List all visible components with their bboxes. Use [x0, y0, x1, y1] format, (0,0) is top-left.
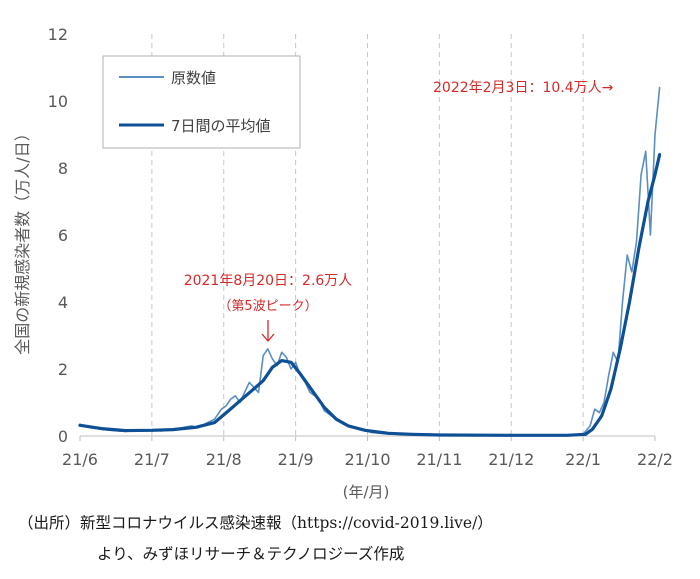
- x-tick-label: 21/12: [488, 450, 534, 469]
- chart: 0 2 4 6 8 10 12 21/6 21/7 21/8 21/9 21/10 21/11 21/1…: [13, 25, 673, 500]
- x-tick-label: 21/8: [206, 450, 242, 469]
- x-tick-label: 21/11: [416, 450, 462, 469]
- annotation-peak-2021: 2021年8月20日：2.6万人: [184, 273, 353, 289]
- legend-label-raw: 原数値: [171, 69, 216, 87]
- legend: 原数値 7日間の平均値: [102, 55, 301, 149]
- x-tick-label: 21/10: [344, 450, 390, 469]
- y-tick-label: 6: [58, 226, 68, 245]
- x-tick-label: 22/2: [637, 450, 673, 469]
- legend-box: [102, 55, 301, 149]
- x-tick-label: 21/9: [278, 450, 314, 469]
- y-axis-ticks: 0 2 4 6 8 10 12: [48, 25, 68, 446]
- series-lines: [78, 86, 662, 437]
- x-axis-label: (年/月): [343, 483, 390, 500]
- x-tick-label: 21/6: [62, 450, 98, 469]
- series-7day-avg-line: [78, 153, 662, 437]
- x-tick-label: 21/7: [134, 450, 170, 469]
- legend-label-avg: 7日間の平均値: [171, 117, 271, 135]
- annotation-wave5: （第5波ピーク）: [218, 299, 317, 314]
- source-note-line1: （出所）新型コロナウイルス感染速報（https://covid-2019.liv…: [18, 514, 493, 532]
- y-tick-label: 2: [58, 360, 68, 379]
- annotation-arrow-down: [261, 320, 275, 342]
- y-tick-label: 8: [58, 159, 68, 178]
- source-note-line2: より、みずほリサーチ＆テクノロジーズ作成: [97, 545, 405, 563]
- x-tick-label: 22/1: [565, 450, 601, 469]
- y-tick-label: 10: [48, 92, 68, 111]
- y-tick-label: 4: [58, 293, 68, 312]
- y-tick-label: 12: [48, 25, 68, 44]
- y-tick-label: 0: [58, 427, 68, 446]
- y-axis-label: 全国の新規感染者数（万人/日）: [13, 125, 32, 354]
- annotation-peak-2022: 2022年2月3日：10.4万人→: [433, 80, 614, 96]
- x-axis-ticks: 21/6 21/7 21/8 21/9 21/10 21/11 21/12 22/1 22/2: [62, 436, 673, 469]
